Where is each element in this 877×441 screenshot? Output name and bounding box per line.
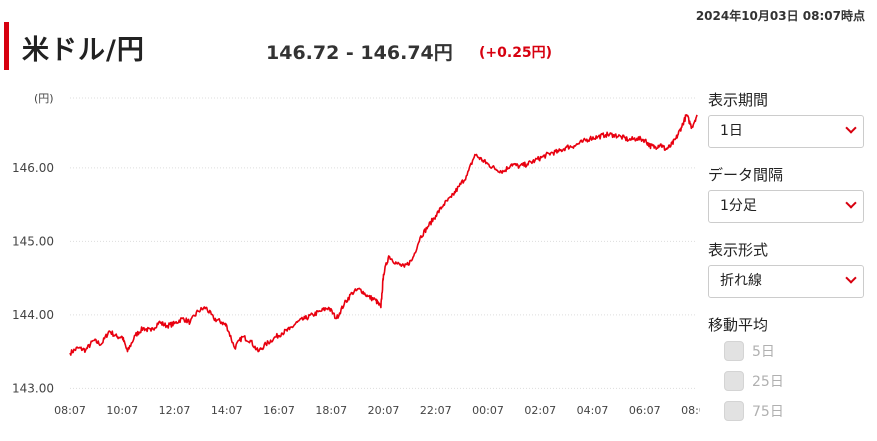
ma-option-25[interactable]: 25日 (708, 366, 864, 396)
period-label: 表示期間 (708, 91, 769, 109)
x-tick-label: 04:07 (577, 404, 609, 417)
price-series-line (69, 114, 698, 356)
y-tick-label: 145.00 (12, 234, 54, 248)
title-accent-bar (4, 22, 9, 70)
y-axis-unit-label: (円) (34, 92, 54, 105)
chevron-down-icon (845, 122, 857, 134)
x-tick-label: 08:07 (681, 404, 700, 417)
x-tick-label: 10:07 (106, 404, 138, 417)
timestamp: 2024年10月03日 08:07時点 (695, 9, 865, 23)
price-chart: 143.00 144.00 145.00 146.00 (円) 08:07 10:07 12:… (12, 92, 700, 417)
chevron-down-icon (845, 197, 857, 209)
x-tick-label: 00:07 (472, 404, 504, 417)
chevron-down-icon (845, 272, 857, 284)
bid-ask-rate: 146.72 - 146.74円 (266, 42, 453, 64)
ma-75-label: 75日 (752, 404, 784, 420)
ma-option-5[interactable]: 5日 (708, 336, 864, 366)
display-style-label: 表示形式 (708, 241, 769, 259)
rate-change: (+0.25円) (479, 45, 553, 61)
y-tick-label: 146.00 (12, 161, 54, 175)
interval-select-value: 1分足 (720, 198, 757, 214)
moving-average-label: 移動平均 (708, 316, 769, 334)
ma-5-checkbox[interactable] (724, 341, 744, 361)
ma-5-label: 5日 (752, 344, 775, 360)
interval-select[interactable]: 1分足 (708, 190, 864, 223)
chart-settings-panel: 表示期間 1日 データ間隔 1分足 表示形式 折れ線 移動平均 5日 25日 7… (708, 89, 864, 426)
ma-25-checkbox[interactable] (724, 371, 744, 391)
x-tick-label: 14:07 (211, 404, 243, 417)
x-tick-label: 08:07 (54, 404, 86, 417)
x-tick-label: 06:07 (629, 404, 661, 417)
y-tick-label: 144.00 (12, 308, 54, 322)
ma-25-label: 25日 (752, 374, 784, 390)
x-tick-label: 12:07 (159, 404, 191, 417)
display-style-select[interactable]: 折れ線 (708, 265, 864, 298)
x-tick-label: 02:07 (524, 404, 556, 417)
y-tick-label: 143.00 (12, 381, 54, 395)
period-select[interactable]: 1日 (708, 115, 864, 148)
x-tick-label: 16:07 (263, 404, 295, 417)
x-tick-label: 18:07 (315, 404, 347, 417)
ma-option-75[interactable]: 75日 (708, 396, 864, 426)
x-tick-label: 20:07 (368, 404, 400, 417)
period-select-value: 1日 (720, 123, 743, 139)
x-tick-label: 22:07 (420, 404, 452, 417)
page-title: 米ドル/円 (22, 35, 145, 66)
display-style-select-value: 折れ線 (720, 273, 762, 289)
interval-label: データ間隔 (708, 166, 784, 184)
ma-75-checkbox[interactable] (724, 401, 744, 421)
